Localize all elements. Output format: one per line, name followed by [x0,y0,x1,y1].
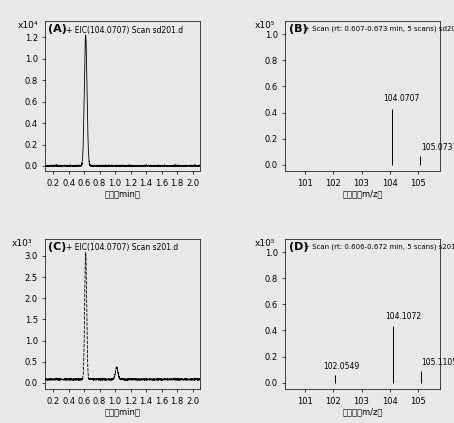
Text: x10⁵: x10⁵ [255,239,275,248]
Text: + Scan (rt: 0.606-0.672 min, 5 scans) s201.d Subtract: + Scan (rt: 0.606-0.672 min, 5 scans) s2… [304,244,454,250]
Text: (D): (D) [289,242,308,252]
Text: x10³: x10³ [11,239,32,248]
X-axis label: 质荷比（m/z）: 质荷比（m/z） [343,190,383,198]
X-axis label: 质荷比（m/z）: 质荷比（m/z） [343,407,383,416]
X-axis label: 时间（min）: 时间（min） [105,190,141,198]
Text: x10⁴: x10⁴ [18,21,38,30]
Text: (A): (A) [49,24,67,34]
Text: 104.0707: 104.0707 [383,94,419,104]
Text: + EIC(104.0707) Scan s201.d: + EIC(104.0707) Scan s201.d [65,244,178,253]
Text: (B): (B) [289,24,307,34]
Text: (C): (C) [49,242,67,252]
Text: + Scan (rt: 0.607-0.673 min, 5 scans) sd201.d Subtract: + Scan (rt: 0.607-0.673 min, 5 scans) sd… [304,26,454,32]
Text: x10⁵: x10⁵ [255,21,275,30]
Text: 104.1072: 104.1072 [385,312,422,321]
X-axis label: 时间（min）: 时间（min） [105,407,141,416]
Text: 105.1105: 105.1105 [421,358,454,367]
Text: + EIC(104.0707) Scan sd201.d: + EIC(104.0707) Scan sd201.d [65,26,183,35]
Text: 102.0549: 102.0549 [324,362,360,371]
Text: 105.0737: 105.0737 [421,143,454,152]
